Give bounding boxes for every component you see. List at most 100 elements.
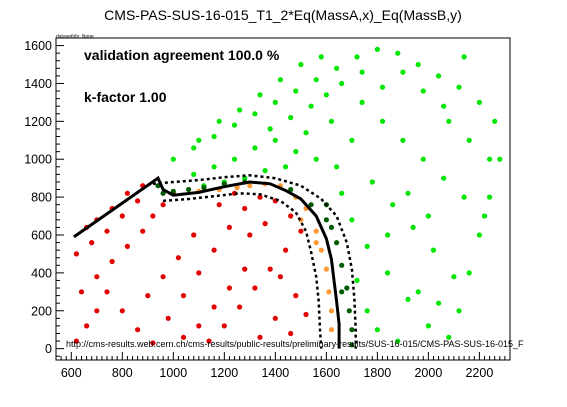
allowed-point	[349, 217, 355, 223]
agreement-annotation: validation agreement 100.0 %	[84, 47, 280, 63]
excluded-point	[160, 202, 166, 208]
excluded-point	[150, 340, 156, 346]
expected-curve	[73, 175, 341, 349]
excluded-point	[226, 224, 232, 230]
excluded-point	[180, 334, 187, 340]
y-tick-label: 1400	[24, 77, 52, 91]
allowed-point	[170, 156, 176, 162]
allowed-point	[334, 164, 340, 170]
excluded-point	[267, 266, 273, 272]
allowed-point	[476, 232, 482, 238]
allowed-point	[364, 308, 370, 314]
y-tick-label: 800	[31, 191, 52, 205]
excluded-point	[89, 240, 95, 246]
excluded-point	[73, 338, 79, 344]
excluded-point	[191, 232, 197, 238]
allowed-point	[466, 137, 472, 143]
borderline_excluded-point	[313, 228, 319, 234]
allowed-point	[339, 80, 345, 87]
allowed-point	[446, 334, 452, 340]
allowed-point	[374, 46, 380, 53]
x-axis: 600 800 1000 1200 1400 1600 1800 2000 2200	[60, 352, 511, 380]
allowed-point	[231, 122, 238, 128]
excluded-point	[221, 323, 227, 329]
allowed-point	[425, 213, 431, 219]
borderline_allowed-point	[170, 188, 176, 194]
allowed-point	[405, 190, 411, 196]
allowed-point	[191, 145, 197, 151]
excluded-point	[216, 202, 222, 208]
excluded-point	[180, 293, 187, 299]
allowed-point	[410, 224, 416, 230]
excluded-point	[196, 323, 202, 329]
curves-layer	[73, 174, 357, 349]
expected_plus-curve	[152, 174, 357, 349]
expected_minus-curve	[163, 192, 323, 349]
allowed-point	[211, 164, 217, 170]
excluded-point	[298, 228, 304, 234]
allowed-point	[272, 99, 278, 105]
excluded-point	[104, 289, 110, 295]
allowed-point	[420, 156, 426, 162]
allowed-point	[293, 149, 299, 155]
allowed-point	[374, 327, 380, 333]
excluded-point	[119, 213, 125, 219]
allowed-point	[359, 99, 365, 105]
excluded-point	[242, 205, 248, 212]
allowed-point	[288, 115, 294, 121]
allowed-point	[354, 54, 360, 60]
excluded-point	[242, 266, 248, 272]
excluded-point	[175, 255, 181, 261]
excluded-point	[104, 228, 110, 234]
borderline_allowed-point	[346, 308, 352, 314]
url-annotation: http://cms-results.web.cern.ch/cms-resul…	[66, 339, 524, 349]
allowed-point	[481, 213, 488, 219]
allowed-point	[497, 156, 503, 162]
borderline_excluded-point	[323, 266, 329, 272]
excluded-point	[165, 315, 171, 321]
allowed-point	[252, 111, 258, 117]
allowed-point	[476, 99, 482, 105]
allowed-point	[298, 61, 304, 68]
borderline_allowed-point	[334, 240, 340, 246]
allowed-point	[385, 270, 391, 276]
borderline_allowed-point	[349, 342, 355, 348]
allowed-point	[446, 118, 452, 124]
y-tick-label: 0	[45, 342, 52, 356]
excluded-point	[124, 190, 130, 196]
borderline_excluded-point	[313, 240, 319, 246]
allowed-point	[231, 156, 238, 162]
x-tick-label: 2200	[465, 366, 493, 380]
allowed-point	[385, 232, 391, 238]
excluded-point	[94, 308, 100, 314]
allowed-point	[354, 277, 360, 283]
allowed-point	[364, 243, 370, 249]
allowed-point	[436, 300, 442, 306]
borderline_excluded-point	[247, 183, 253, 189]
allowed-point	[441, 175, 447, 181]
allowed-point	[395, 50, 401, 56]
borderline_allowed-point	[288, 186, 294, 193]
excluded-point	[160, 274, 166, 280]
allowed-point	[211, 133, 217, 140]
allowed-point	[461, 54, 467, 60]
allowed-point	[313, 156, 319, 162]
x-tick-label: 1400	[261, 366, 289, 380]
x-tick-label: 1600	[312, 366, 340, 380]
excluded-point	[303, 311, 309, 318]
allowed-point	[359, 69, 365, 75]
allowed-point	[492, 118, 498, 124]
allowed-point	[400, 137, 406, 143]
excluded-point	[73, 251, 79, 257]
borderline_allowed-point	[201, 185, 207, 191]
allowed-point	[436, 73, 442, 79]
allowed-point	[415, 61, 421, 68]
excluded-point	[109, 258, 115, 265]
allowed-point	[237, 107, 243, 113]
excluded-point	[124, 243, 130, 249]
excluded-point	[288, 213, 294, 219]
excluded-point	[211, 304, 217, 310]
excluded-point	[252, 285, 258, 291]
allowed-point	[441, 103, 447, 109]
allowed-point	[339, 190, 345, 196]
